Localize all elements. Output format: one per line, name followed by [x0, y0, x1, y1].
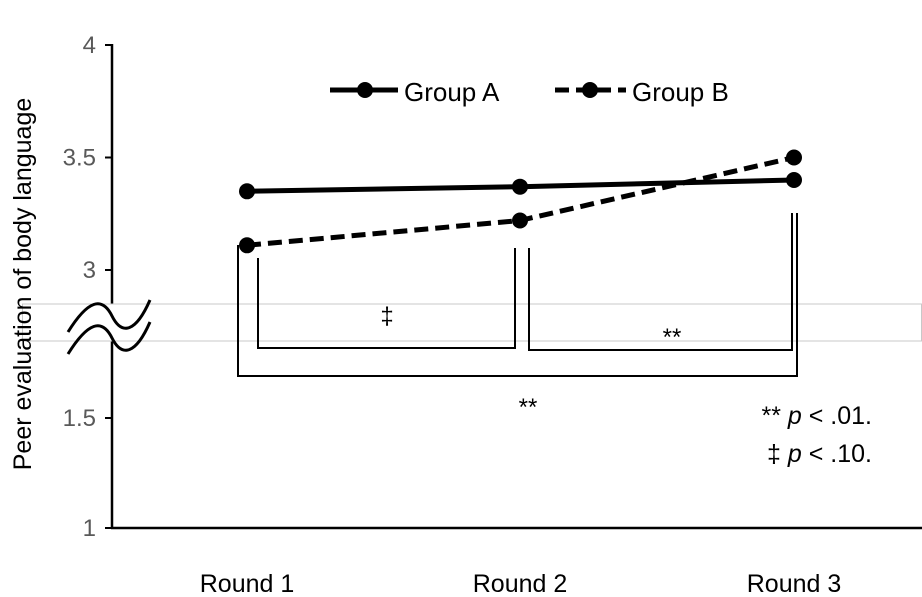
significance-label-round1-round2: ‡ — [380, 303, 393, 330]
note-p10: ‡ p < .10. — [767, 440, 872, 468]
significance-bracket-round1-round2 — [257, 248, 516, 349]
note-marker: ** — [761, 402, 781, 430]
legend-marker-group-b — [582, 82, 598, 98]
note-text: < .01. — [809, 402, 872, 430]
legend-label-group-a: Group A — [404, 77, 500, 107]
axes — [110, 44, 922, 530]
series-line-group-b — [246, 155, 795, 248]
significance-brackets: ‡ ** ** — [237, 213, 798, 421]
note-p01: ** p < .01. — [761, 402, 872, 430]
significance-label-round2-round3: ** — [663, 324, 682, 351]
series-layer — [239, 149, 802, 254]
x-tick-label: Round 2 — [473, 570, 568, 597]
axis-break-mark-upper — [66, 299, 152, 333]
significance-bracket-round1-round3 — [237, 213, 798, 377]
note-stat: p — [787, 440, 802, 468]
y-tick-label: 4 — [83, 32, 96, 59]
axis-break-mark-lower — [66, 321, 152, 355]
y-tick-label: 3.5 — [63, 145, 96, 172]
note-stat: p — [787, 402, 802, 430]
significance-notes: ** p < .01. ‡ p < .10. — [761, 402, 872, 468]
y-tick-label: 1.5 — [63, 405, 96, 432]
x-tick-label: Round 3 — [747, 570, 842, 597]
note-marker: ‡ — [767, 440, 781, 468]
data-point-group-b — [512, 212, 528, 229]
legend-label-group-b: Group B — [632, 77, 729, 107]
y-axis-title: Peer evaluation of body language — [9, 98, 37, 471]
significance-bracket-round2-round3 — [528, 213, 793, 351]
axis-break-band — [22, 303, 922, 342]
data-point-group-a — [786, 172, 802, 188]
legend-marker-group-a — [357, 82, 373, 98]
legend: Group A Group B — [330, 77, 729, 107]
x-ticks: Round 1 Round 2 Round 3 — [200, 570, 842, 597]
y-ticks: 1 1.5 3 3.5 4 — [63, 32, 112, 542]
x-tick-label: Round 1 — [200, 570, 295, 597]
data-point-group-b — [239, 237, 255, 254]
y-tick-label: 1 — [83, 515, 96, 542]
note-text: < .10. — [809, 440, 872, 468]
data-point-group-b — [786, 149, 802, 166]
significance-label-round1-round3: ** — [519, 394, 538, 421]
data-point-group-a — [512, 178, 528, 195]
y-tick-label: 3 — [83, 257, 96, 284]
data-point-group-a — [239, 183, 255, 200]
